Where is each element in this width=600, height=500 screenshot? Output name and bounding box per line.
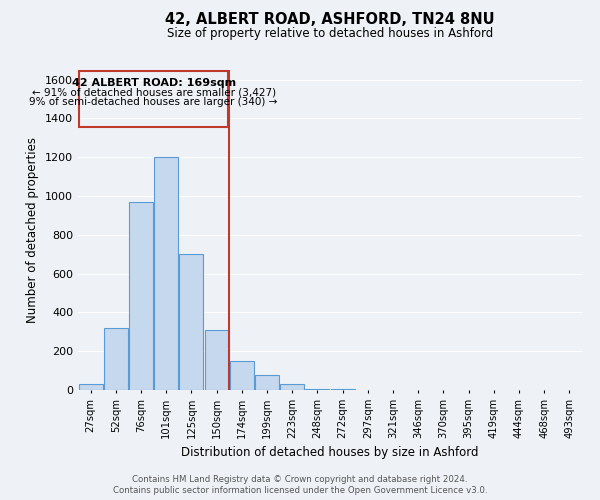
Bar xyxy=(205,330,229,390)
Bar xyxy=(305,389,329,390)
Text: 9% of semi-detached houses are larger (340) →: 9% of semi-detached houses are larger (3… xyxy=(29,97,278,107)
Text: Contains HM Land Registry data © Crown copyright and database right 2024.: Contains HM Land Registry data © Crown c… xyxy=(132,475,468,484)
Text: ← 91% of detached houses are smaller (3,427): ← 91% of detached houses are smaller (3,… xyxy=(32,88,275,98)
Bar xyxy=(255,376,279,390)
Bar xyxy=(154,158,178,390)
Bar xyxy=(129,202,153,390)
Bar xyxy=(179,254,203,390)
Text: Size of property relative to detached houses in Ashford: Size of property relative to detached ho… xyxy=(167,28,493,40)
Bar xyxy=(230,361,254,390)
Bar xyxy=(331,389,355,390)
Text: 42, ALBERT ROAD, ASHFORD, TN24 8NU: 42, ALBERT ROAD, ASHFORD, TN24 8NU xyxy=(165,12,495,28)
Bar xyxy=(280,384,304,390)
X-axis label: Distribution of detached houses by size in Ashford: Distribution of detached houses by size … xyxy=(181,446,479,460)
Y-axis label: Number of detached properties: Number of detached properties xyxy=(26,137,40,323)
Text: Contains public sector information licensed under the Open Government Licence v3: Contains public sector information licen… xyxy=(113,486,487,495)
Text: 42 ALBERT ROAD: 169sqm: 42 ALBERT ROAD: 169sqm xyxy=(71,78,236,88)
Bar xyxy=(79,71,228,127)
Bar xyxy=(104,328,128,390)
Bar xyxy=(79,384,103,390)
